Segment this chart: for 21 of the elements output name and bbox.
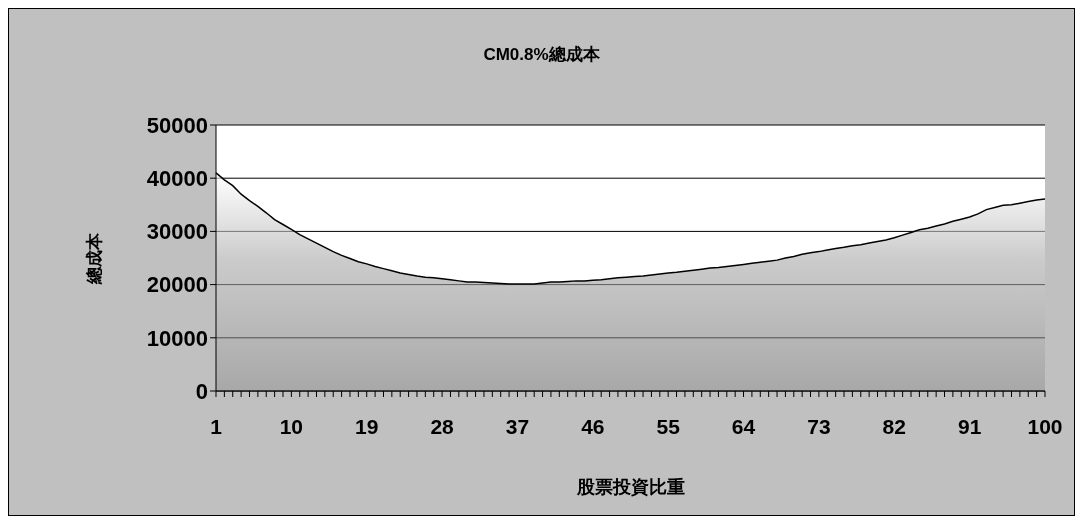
x-tick-label: 100 [1027, 414, 1063, 438]
chart-title: CM0.8%總成本 [482, 44, 601, 66]
x-tick-label: 1 [210, 414, 223, 438]
x-tick-label: 19 [355, 414, 379, 438]
x-tick-label: 46 [581, 414, 605, 438]
y-tick-label: 0 [195, 378, 208, 404]
x-tick-label: 37 [505, 414, 530, 438]
y-tick-label: 50000 [146, 112, 208, 138]
x-tick-label: 91 [957, 414, 982, 438]
y-tick-label: 20000 [146, 272, 208, 298]
x-tick-label: 55 [656, 414, 681, 438]
y-axis-title: 總成本 [85, 231, 105, 285]
y-tick-label: 10000 [146, 325, 208, 351]
x-tick-label: 73 [807, 414, 831, 438]
x-tick-label: 10 [279, 414, 304, 438]
x-tick-label: 82 [882, 414, 906, 438]
y-tick-label: 40000 [146, 166, 208, 192]
x-tick-label: 28 [430, 414, 455, 438]
x-axis-title: 股票投資比重 [575, 477, 685, 497]
x-tick-label: 64 [731, 414, 756, 438]
y-tick-label: 30000 [146, 219, 208, 245]
